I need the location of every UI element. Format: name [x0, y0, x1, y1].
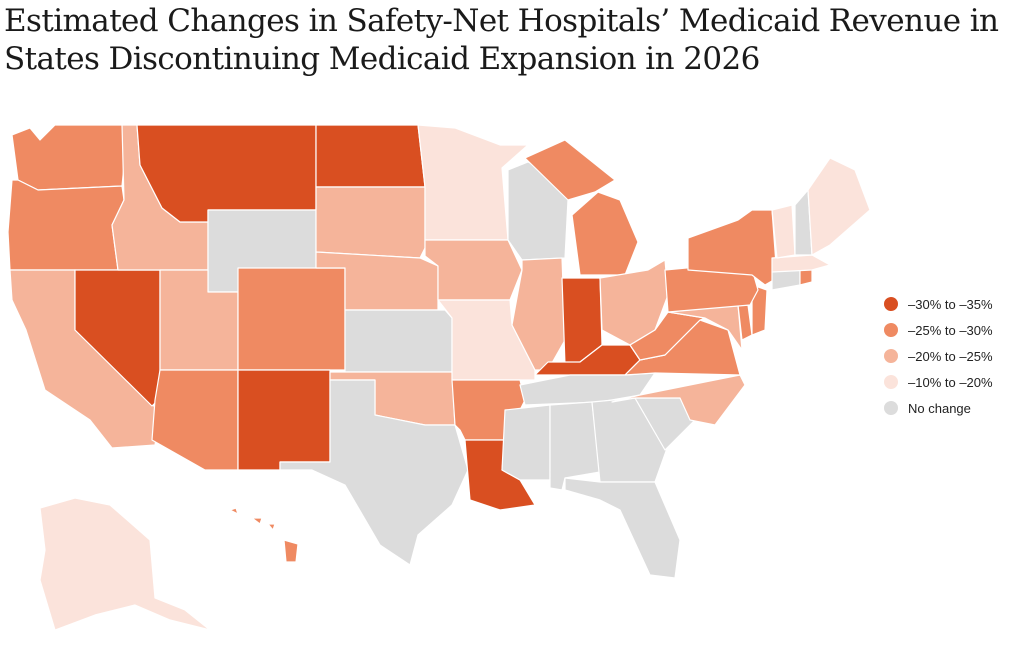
- legend-label: –10% to –20%: [908, 375, 993, 390]
- state-michigan: [524, 139, 639, 276]
- legend-label: –25% to –30%: [908, 323, 993, 338]
- legend-item: –25% to –30%: [884, 322, 1004, 339]
- legend-swatch: [884, 349, 898, 363]
- legend-item: –30% to –35%: [884, 296, 1004, 313]
- legend: –30% to –35% –25% to –30% –20% to –25% –…: [884, 296, 1004, 426]
- state-ohio: [599, 259, 669, 346]
- state-alaska: [39, 497, 211, 631]
- legend-item: –10% to –20%: [884, 374, 1004, 391]
- legend-swatch: [884, 323, 898, 337]
- legend-swatch: [884, 297, 898, 311]
- state-montana: [136, 124, 317, 223]
- state-texas: [279, 379, 469, 566]
- chart-title: Estimated Changes in Safety-Net Hospital…: [4, 3, 999, 77]
- state-alabama: [549, 401, 601, 491]
- state-south-dakota: [315, 186, 426, 259]
- legend-label: –30% to –35%: [908, 297, 993, 312]
- state-tennessee: [519, 372, 656, 406]
- legend-item: No change: [884, 400, 1004, 417]
- state-colorado: [237, 267, 346, 371]
- state-iowa: [424, 239, 523, 301]
- state-florida: [564, 477, 681, 579]
- state-new-jersey: [751, 284, 768, 336]
- state-north-carolina: [611, 374, 746, 426]
- legend-label: No change: [908, 401, 971, 416]
- state-mississippi: [501, 404, 551, 481]
- state-arizona: [151, 369, 239, 471]
- legend-item: –20% to –25%: [884, 348, 1004, 365]
- legend-label: –20% to –25%: [908, 349, 993, 364]
- state-new-mexico: [237, 369, 331, 471]
- state-north-dakota: [315, 124, 426, 188]
- legend-swatch: [884, 375, 898, 389]
- legend-swatch: [884, 401, 898, 415]
- state-oregon: [7, 179, 125, 271]
- us-state-map: [7, 124, 871, 631]
- state-maine: [807, 157, 871, 256]
- state-hawaii: [229, 507, 299, 563]
- state-kansas: [344, 309, 453, 373]
- state-washington: [11, 124, 129, 191]
- state-minnesota: [417, 124, 529, 241]
